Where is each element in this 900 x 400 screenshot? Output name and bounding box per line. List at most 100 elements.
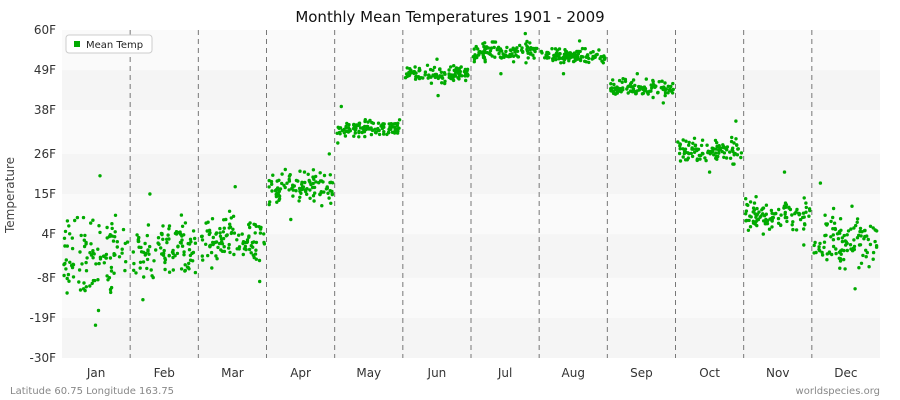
data-point xyxy=(840,239,845,244)
data-point xyxy=(82,238,87,242)
data-point xyxy=(779,213,783,217)
data-point xyxy=(691,147,696,151)
footer-location: Latitude 60.75 Longitude 163.75 xyxy=(10,386,174,397)
data-point xyxy=(618,89,622,93)
data-point xyxy=(610,86,614,90)
data-point xyxy=(154,248,158,252)
data-point xyxy=(746,228,751,232)
data-point xyxy=(804,201,808,205)
data-point xyxy=(250,240,255,245)
data-point xyxy=(652,83,656,87)
data-point xyxy=(850,204,854,208)
data-point xyxy=(563,48,567,52)
data-point xyxy=(753,222,757,226)
data-point xyxy=(748,200,753,204)
data-point xyxy=(247,247,252,252)
data-point xyxy=(145,266,149,271)
legend-swatch xyxy=(74,41,80,47)
data-point xyxy=(287,179,292,183)
data-point xyxy=(731,162,735,166)
data-point xyxy=(642,88,647,93)
data-point xyxy=(229,216,233,220)
data-point xyxy=(834,247,838,251)
data-point xyxy=(188,237,193,241)
data-point xyxy=(689,151,693,156)
data-point xyxy=(83,288,87,293)
data-point xyxy=(214,240,219,244)
data-point xyxy=(871,250,876,255)
data-point xyxy=(262,232,266,236)
data-point xyxy=(112,253,116,257)
data-point xyxy=(557,47,562,51)
data-point xyxy=(795,207,799,212)
data-point xyxy=(559,61,563,65)
data-point xyxy=(651,95,655,100)
data-point xyxy=(377,132,382,137)
data-point xyxy=(802,222,807,226)
data-point xyxy=(867,265,871,269)
data-point xyxy=(353,128,357,132)
data-point xyxy=(621,86,625,90)
data-point xyxy=(91,278,96,283)
data-point xyxy=(798,217,803,222)
data-point xyxy=(167,270,172,274)
data-point xyxy=(193,241,198,245)
data-point xyxy=(247,234,251,238)
data-point xyxy=(802,227,806,231)
data-point xyxy=(218,226,222,231)
data-point xyxy=(62,273,66,278)
data-point xyxy=(671,87,675,92)
data-point xyxy=(820,253,825,257)
data-point xyxy=(439,70,444,75)
data-point xyxy=(64,258,69,262)
data-point xyxy=(835,232,840,236)
data-point xyxy=(687,143,691,147)
data-point xyxy=(320,204,324,208)
data-point xyxy=(472,47,476,51)
data-point xyxy=(500,49,504,53)
data-point xyxy=(344,124,348,129)
data-point xyxy=(671,81,675,86)
data-point xyxy=(280,181,284,186)
data-point xyxy=(353,131,357,135)
data-point xyxy=(187,267,191,271)
data-point xyxy=(510,52,514,56)
data-point xyxy=(584,60,588,64)
data-point xyxy=(275,191,279,195)
data-point xyxy=(204,221,208,225)
data-point xyxy=(839,228,843,232)
data-point xyxy=(764,212,768,216)
data-point xyxy=(845,233,849,237)
x-tick-label: Jun xyxy=(427,366,447,380)
data-point xyxy=(528,52,533,56)
data-point xyxy=(824,233,828,237)
data-point xyxy=(717,146,722,150)
data-point xyxy=(346,130,351,134)
data-point xyxy=(304,189,308,194)
data-point xyxy=(267,185,271,189)
data-point xyxy=(121,227,126,232)
data-point xyxy=(254,248,258,252)
data-point xyxy=(587,60,591,65)
data-point xyxy=(91,218,95,222)
data-point xyxy=(109,290,113,295)
data-point xyxy=(108,256,113,260)
data-point xyxy=(692,136,697,140)
data-point xyxy=(852,238,856,242)
data-point xyxy=(706,149,710,153)
data-point xyxy=(528,47,533,52)
data-point xyxy=(868,242,873,247)
chart-title: Monthly Mean Temperatures 1901 - 2009 xyxy=(295,8,604,26)
data-point xyxy=(123,268,127,273)
data-point xyxy=(397,118,402,122)
data-point xyxy=(180,238,184,242)
data-point xyxy=(389,122,393,126)
data-point xyxy=(846,229,851,233)
data-point xyxy=(477,52,481,56)
data-point xyxy=(700,151,705,156)
data-point xyxy=(271,173,275,177)
data-point xyxy=(297,199,301,203)
data-point xyxy=(96,308,101,313)
data-point xyxy=(526,45,530,50)
data-point xyxy=(193,270,198,275)
